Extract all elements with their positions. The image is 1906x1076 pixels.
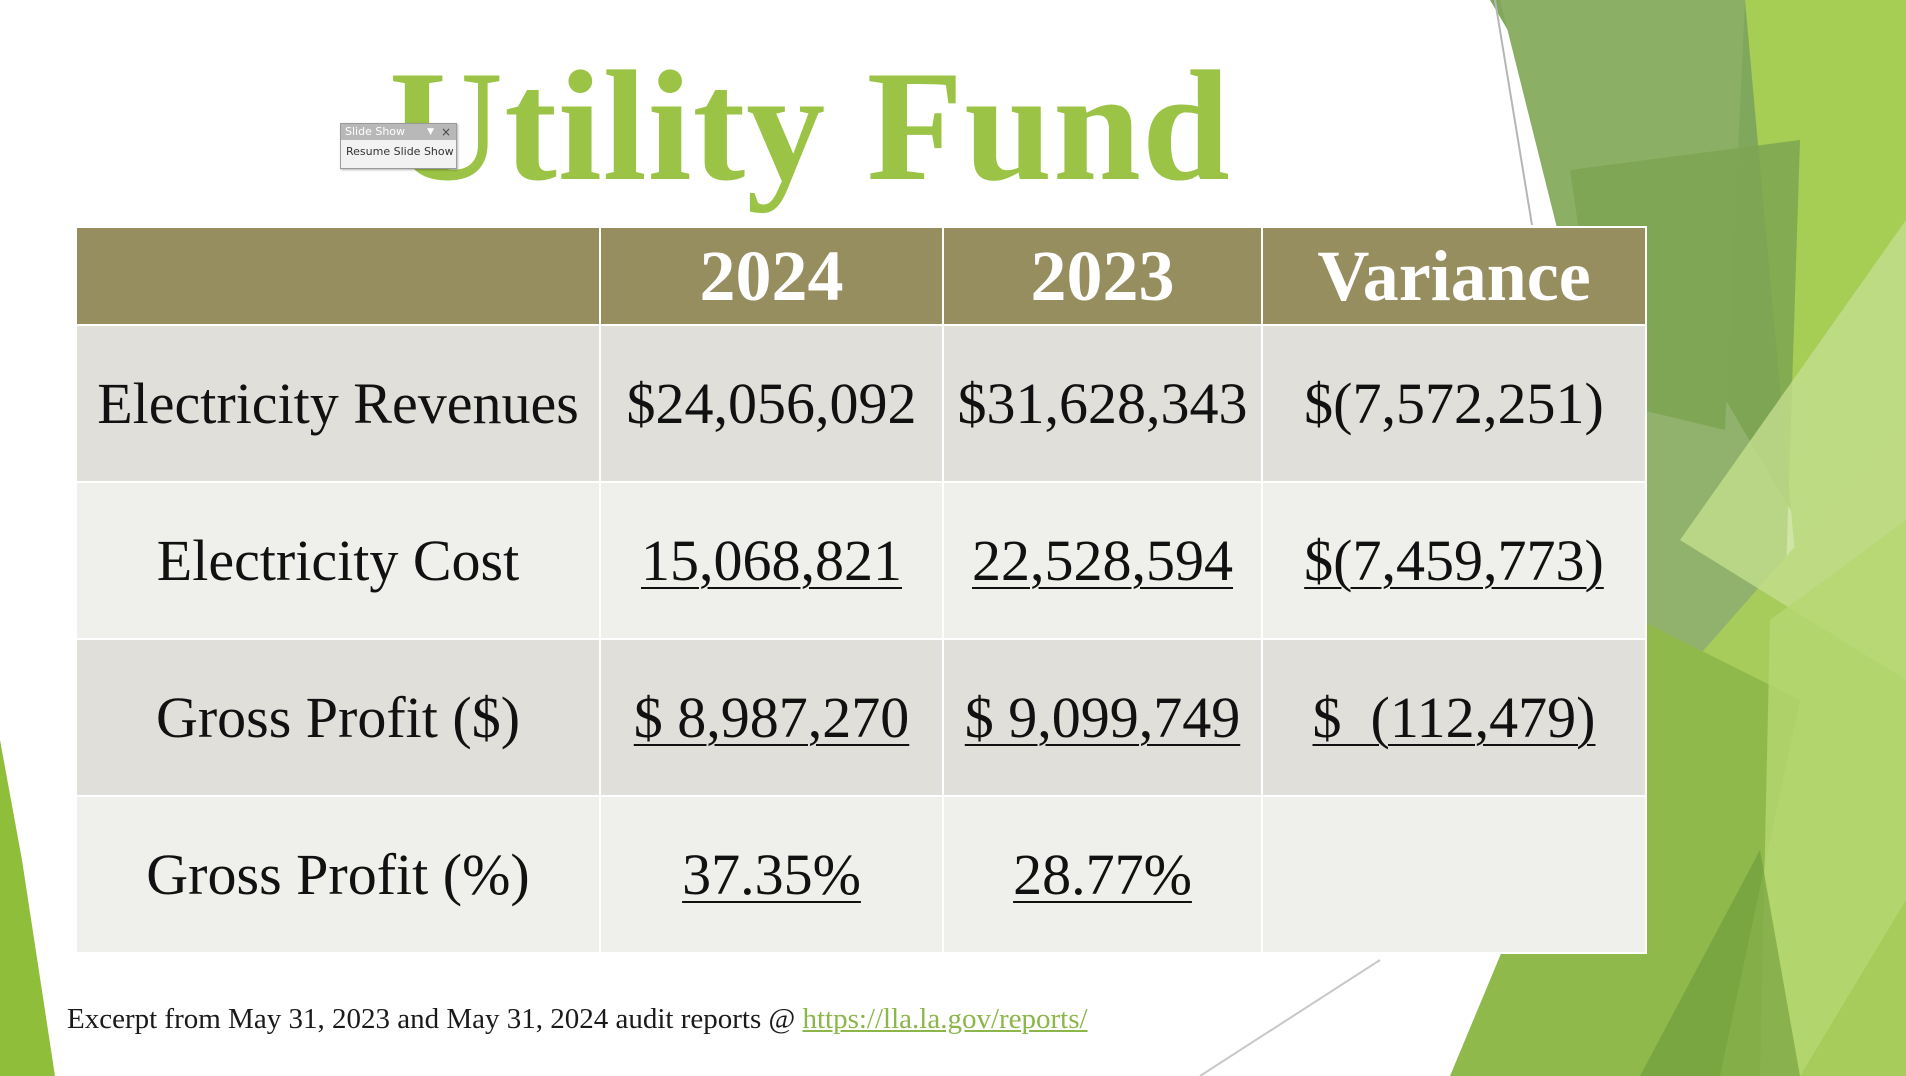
cell-value: 37.35% (682, 842, 861, 907)
cell-value: 22,528,594 (972, 528, 1233, 593)
cell-value: $(7,459,773) (1304, 528, 1604, 593)
table-row-gross-profit-dollars: Gross Profit ($) $ 8,987,270 $ 9,099,749… (75, 638, 1647, 797)
cell-2023: $ 9,099,749 (942, 638, 1263, 797)
table-header-row: 2024 2023 Variance (75, 226, 1647, 326)
cell-value: $ 8,987,270 (633, 685, 910, 750)
cell-value: 28.77% (1013, 842, 1192, 907)
header-variance: Variance (1261, 226, 1647, 326)
cell-2024: 37.35% (599, 795, 944, 954)
slideshow-toolbar[interactable]: Slide Show ▼ × Resume Slide Show (340, 123, 457, 169)
close-icon[interactable]: × (440, 125, 451, 139)
cell-value: $ (112,479) (1312, 685, 1596, 750)
header-2023: 2023 (942, 226, 1263, 326)
cell-2023: 28.77% (942, 795, 1263, 954)
slideshow-toolbar-titlebar[interactable]: Slide Show ▼ × (341, 124, 456, 140)
cell-variance: $ (112,479) (1261, 638, 1647, 797)
cell-value: 15,068,821 (641, 528, 902, 593)
reports-link[interactable]: https://lla.la.gov/reports/ (802, 1003, 1088, 1035)
row-label: Electricity Revenues (75, 324, 601, 483)
chevron-down-icon[interactable]: ▼ (427, 127, 434, 137)
utility-fund-table: 2024 2023 Variance Electricity Revenues … (75, 226, 1647, 954)
row-label: Gross Profit ($) (75, 638, 601, 797)
row-label: Gross Profit (%) (75, 795, 601, 954)
header-label-column (75, 226, 601, 326)
source-footnote: Excerpt from May 31, 2023 and May 31, 20… (67, 1003, 1088, 1036)
header-2024: 2024 (599, 226, 944, 326)
slideshow-toolbar-title: Slide Show (345, 125, 406, 138)
cell-variance: $(7,459,773) (1261, 481, 1647, 640)
cell-2024: $ 8,987,270 (599, 638, 944, 797)
cell-variance: $(7,572,251) (1261, 324, 1647, 483)
cell-value: $ 9,099,749 (964, 685, 1241, 750)
footnote-text: Excerpt from May 31, 2023 and May 31, 20… (67, 1003, 803, 1035)
table-row-electricity-cost: Electricity Cost 15,068,821 22,528,594 $… (75, 481, 1647, 640)
table-row-electricity-revenues: Electricity Revenues $24,056,092 $31,628… (75, 324, 1647, 483)
cell-variance (1261, 795, 1647, 954)
slide-title: Utility Fund (389, 39, 1231, 214)
table-row-gross-profit-percent: Gross Profit (%) 37.35% 28.77% (75, 795, 1647, 954)
cell-2024: $24,056,092 (599, 324, 944, 483)
row-label: Electricity Cost (75, 481, 601, 640)
cell-2024: 15,068,821 (599, 481, 944, 640)
resume-slideshow-button[interactable]: Resume Slide Show (346, 145, 454, 158)
cell-2023: 22,528,594 (942, 481, 1263, 640)
cell-2023: $31,628,343 (942, 324, 1263, 483)
